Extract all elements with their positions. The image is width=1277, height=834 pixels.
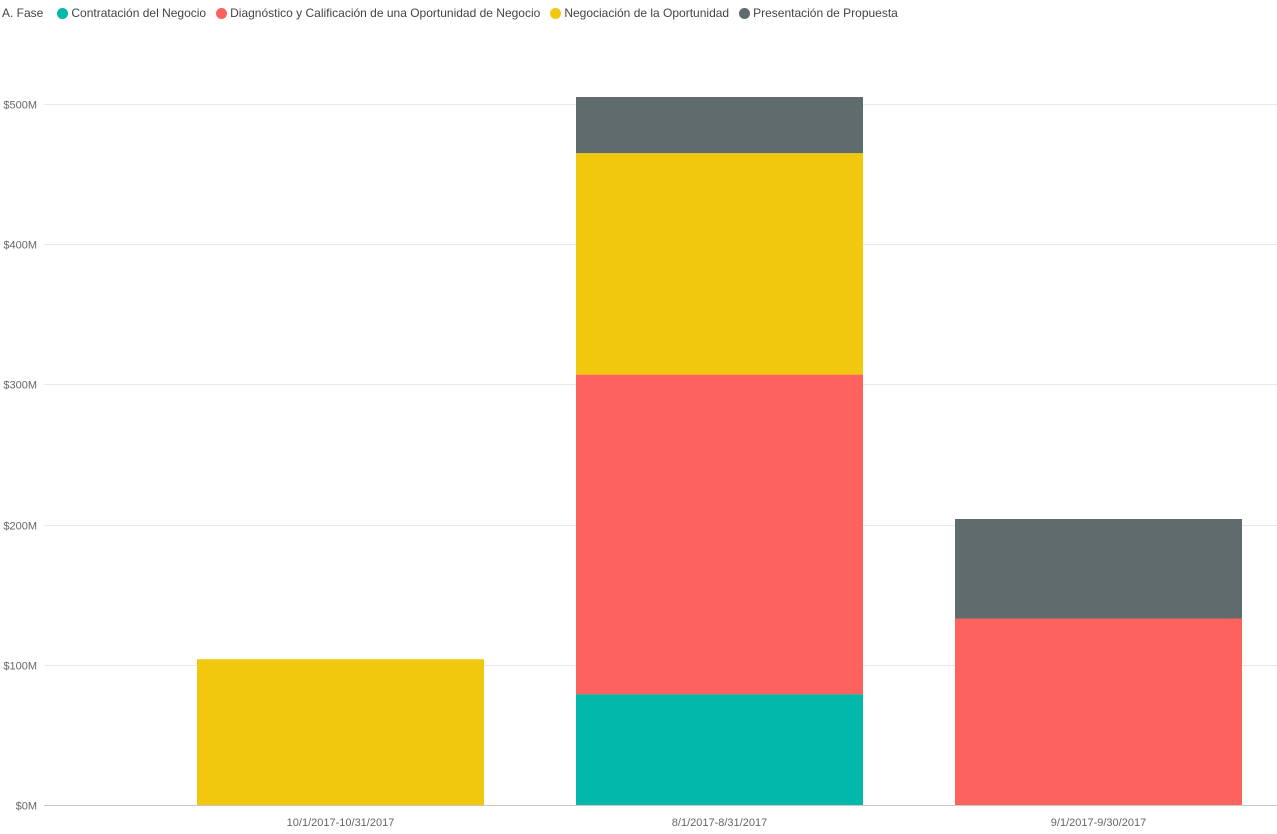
bar-segment [576,694,863,805]
legend-label: Presentación de Propuesta [753,6,898,20]
bar-segment [576,374,863,695]
legend-swatch-negociacion [550,7,562,19]
bar-segment [197,659,484,805]
bar-segment [955,519,1242,619]
legend-item-diagnostico[interactable]: Diagnóstico y Calificación de una Oportu… [216,6,540,20]
y-tick-label: $200M [3,521,37,533]
x-tick-label: 8/1/2017-8/31/2017 [672,817,767,829]
bar-segment [576,153,863,375]
x-tick-label: 9/1/2017-9/30/2017 [1051,817,1146,829]
legend: A. Fase Contratación del Negocio Diagnós… [2,4,908,22]
legend-swatch-diagnostico [216,7,228,19]
y-tick-label: $400M [3,240,37,252]
bar-segment [955,618,1242,805]
legend-swatch-contratacion [57,7,69,19]
legend-swatch-presentacion [739,7,751,19]
legend-item-contratacion[interactable]: Contratación del Negocio [57,6,206,20]
y-tick-label: $300M [3,380,37,392]
y-tick-label: $500M [3,100,37,112]
legend-label: Negociación de la Oportunidad [564,6,730,20]
y-tick-label: $0M [16,801,37,813]
x-tick-label: 10/1/2017-10/31/2017 [287,817,395,829]
legend-label: Contratación del Negocio [71,6,207,20]
legend-title: A. Fase [2,6,44,20]
bar-segment [576,97,863,154]
legend-item-negociacion[interactable]: Negociación de la Oportunidad [550,6,729,20]
legend-label: Diagnóstico y Calificación de una Oportu… [230,6,541,20]
y-tick-label: $100M [3,661,37,673]
legend-item-presentacion[interactable]: Presentación de Propuesta [739,6,898,20]
